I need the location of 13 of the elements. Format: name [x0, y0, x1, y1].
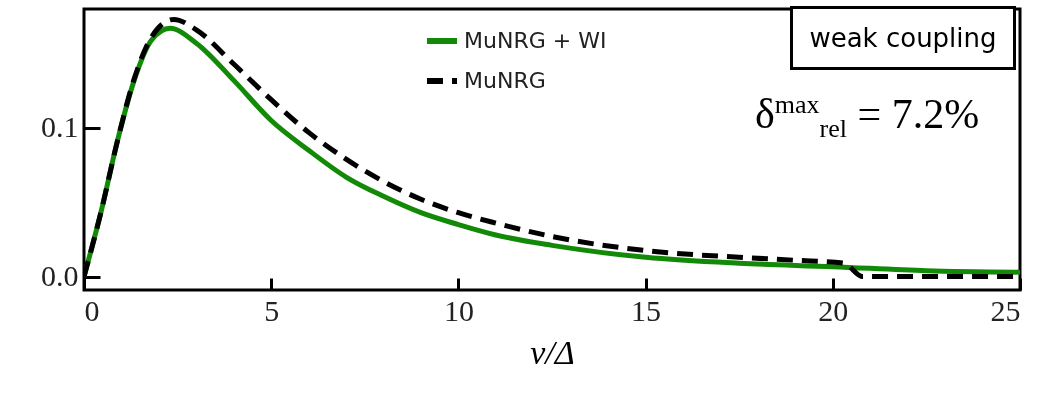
- x-axis-title: ν/Δ: [530, 333, 575, 371]
- legend-label: MuNRG + WI: [464, 28, 607, 53]
- x-tick-label: 25: [990, 293, 1021, 327]
- x-tick-label: 0: [84, 293, 100, 327]
- annotation: weak coupling: [790, 6, 1016, 70]
- x-tick-label: 10: [443, 293, 474, 327]
- x-tick-label: 20: [818, 293, 849, 327]
- y-tick-label: 0.0: [41, 259, 79, 293]
- annotation: δ$^{max}$$_{rel}$ = 7.2%: [755, 90, 980, 145]
- x-tick-label: 5: [264, 293, 280, 327]
- legend-label: MuNRG: [464, 68, 546, 93]
- y-tick-label: 0.1: [41, 110, 79, 144]
- x-tick-label: 15: [631, 293, 662, 327]
